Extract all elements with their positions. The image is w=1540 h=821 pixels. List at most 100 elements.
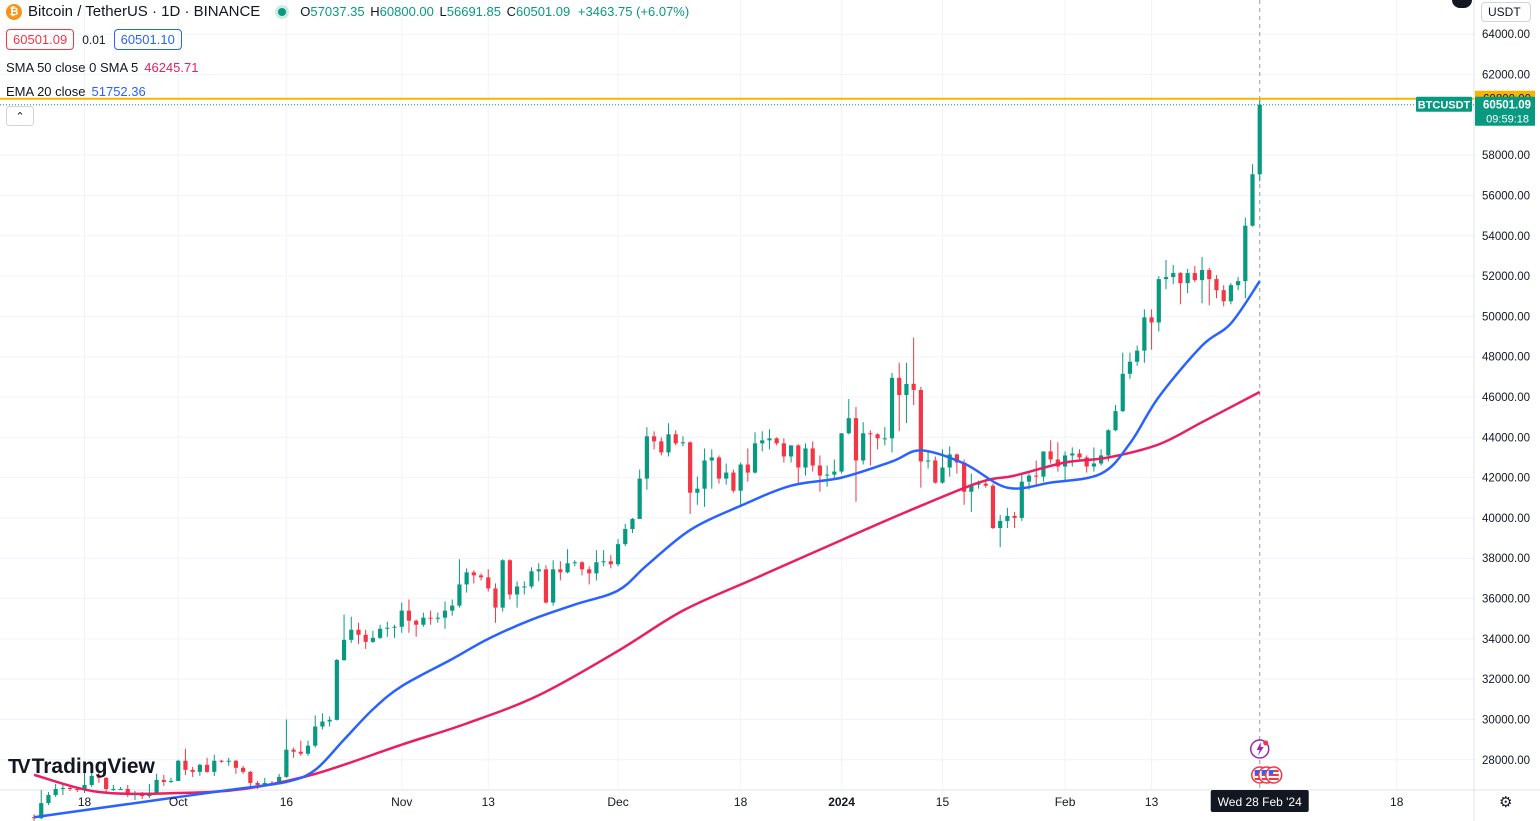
candle[interactable] [31, 814, 37, 821]
candle[interactable] [745, 448, 750, 482]
candle[interactable] [839, 433, 844, 474]
candle[interactable] [601, 550, 606, 567]
sma-legend[interactable]: SMA 50 close 0 SMA 5 46245.71 [6, 60, 198, 75]
candle[interactable] [233, 759, 239, 774]
candle[interactable] [53, 783, 58, 798]
candle[interactable] [197, 763, 202, 776]
collapse-legend-button[interactable]: ⌃ [6, 106, 34, 126]
candle[interactable] [774, 437, 779, 446]
candle[interactable] [1070, 447, 1075, 467]
candle[interactable] [219, 759, 224, 763]
candle[interactable] [399, 602, 404, 633]
candle[interactable] [298, 740, 303, 756]
candle[interactable] [1228, 283, 1233, 305]
candle[interactable] [457, 559, 462, 608]
candles[interactable] [31, 98, 1262, 821]
candle[interactable] [680, 436, 686, 447]
candle[interactable] [752, 432, 758, 474]
candle[interactable] [551, 560, 556, 606]
candle[interactable] [428, 610, 433, 625]
currency-button[interactable]: USDT [1481, 2, 1531, 22]
candle[interactable] [832, 459, 837, 479]
candle[interactable] [334, 659, 339, 721]
symbol-tag[interactable] [1416, 96, 1472, 112]
candle[interactable] [651, 431, 657, 450]
candle[interactable] [954, 453, 960, 474]
candle[interactable] [925, 452, 931, 469]
candle[interactable] [897, 362, 902, 432]
candle[interactable] [1149, 309, 1154, 350]
candle[interactable] [385, 621, 390, 637]
candle[interactable] [1199, 256, 1205, 304]
candle[interactable] [392, 624, 397, 638]
candle[interactable] [1192, 266, 1197, 283]
candle[interactable] [212, 754, 217, 776]
candle[interactable] [111, 784, 116, 792]
candle[interactable] [435, 612, 440, 623]
tradingview-logo[interactable]: TV TradingView [8, 755, 155, 779]
candle[interactable] [1120, 352, 1125, 413]
candle[interactable] [176, 759, 181, 781]
candle[interactable] [1005, 507, 1010, 528]
candle[interactable] [666, 423, 671, 457]
candle[interactable] [493, 583, 498, 623]
candle[interactable] [378, 624, 383, 639]
candle[interactable] [1178, 272, 1183, 305]
candle[interactable] [1243, 217, 1248, 299]
candle[interactable] [738, 462, 743, 507]
candle[interactable] [471, 570, 476, 584]
candle[interactable] [147, 783, 152, 799]
candle[interactable] [291, 747, 296, 758]
candle[interactable] [46, 792, 51, 806]
candle[interactable] [507, 559, 512, 600]
candle[interactable] [442, 601, 448, 629]
candle[interactable] [313, 715, 318, 748]
event-markers[interactable] [1249, 739, 1283, 784]
us-flag-event-icon[interactable] [1264, 766, 1283, 784]
candle[interactable] [796, 444, 801, 485]
candle[interactable] [587, 566, 592, 585]
candle[interactable] [356, 622, 361, 644]
candle[interactable] [1084, 455, 1089, 473]
candle[interactable] [522, 581, 527, 595]
candle[interactable] [241, 765, 246, 774]
candle[interactable] [1048, 440, 1053, 464]
candle[interactable] [305, 740, 311, 756]
candle[interactable] [536, 563, 541, 582]
candle[interactable] [320, 713, 325, 730]
candle[interactable] [817, 455, 823, 492]
candle[interactable] [846, 399, 851, 435]
candle[interactable] [327, 716, 332, 727]
candle[interactable] [998, 514, 1003, 548]
candle[interactable] [1034, 460, 1039, 486]
candle[interactable] [623, 523, 628, 547]
candle[interactable] [695, 476, 700, 505]
candle[interactable] [421, 612, 426, 627]
candle[interactable] [406, 599, 412, 633]
candle[interactable] [515, 581, 520, 608]
candle[interactable] [414, 619, 419, 637]
candle[interactable] [450, 599, 455, 616]
candle[interactable] [1156, 276, 1161, 332]
candle[interactable] [1250, 164, 1255, 227]
candle[interactable] [825, 465, 830, 487]
lightning-event-icon[interactable] [1249, 739, 1270, 759]
candle[interactable] [868, 430, 873, 466]
candle[interactable] [1019, 473, 1024, 521]
candle[interactable] [781, 438, 786, 463]
candle[interactable] [709, 449, 714, 489]
candle[interactable] [615, 539, 621, 567]
candle[interactable] [803, 443, 808, 476]
candle[interactable] [659, 437, 664, 456]
candle[interactable] [486, 569, 491, 592]
candle[interactable] [341, 614, 347, 662]
candle[interactable] [594, 550, 599, 581]
candle[interactable] [1236, 277, 1241, 291]
candle[interactable] [161, 774, 166, 786]
candle[interactable] [969, 473, 974, 512]
candle[interactable] [349, 616, 354, 643]
candle[interactable] [262, 777, 267, 785]
candle[interactable] [96, 772, 102, 783]
candle[interactable] [1163, 259, 1169, 290]
